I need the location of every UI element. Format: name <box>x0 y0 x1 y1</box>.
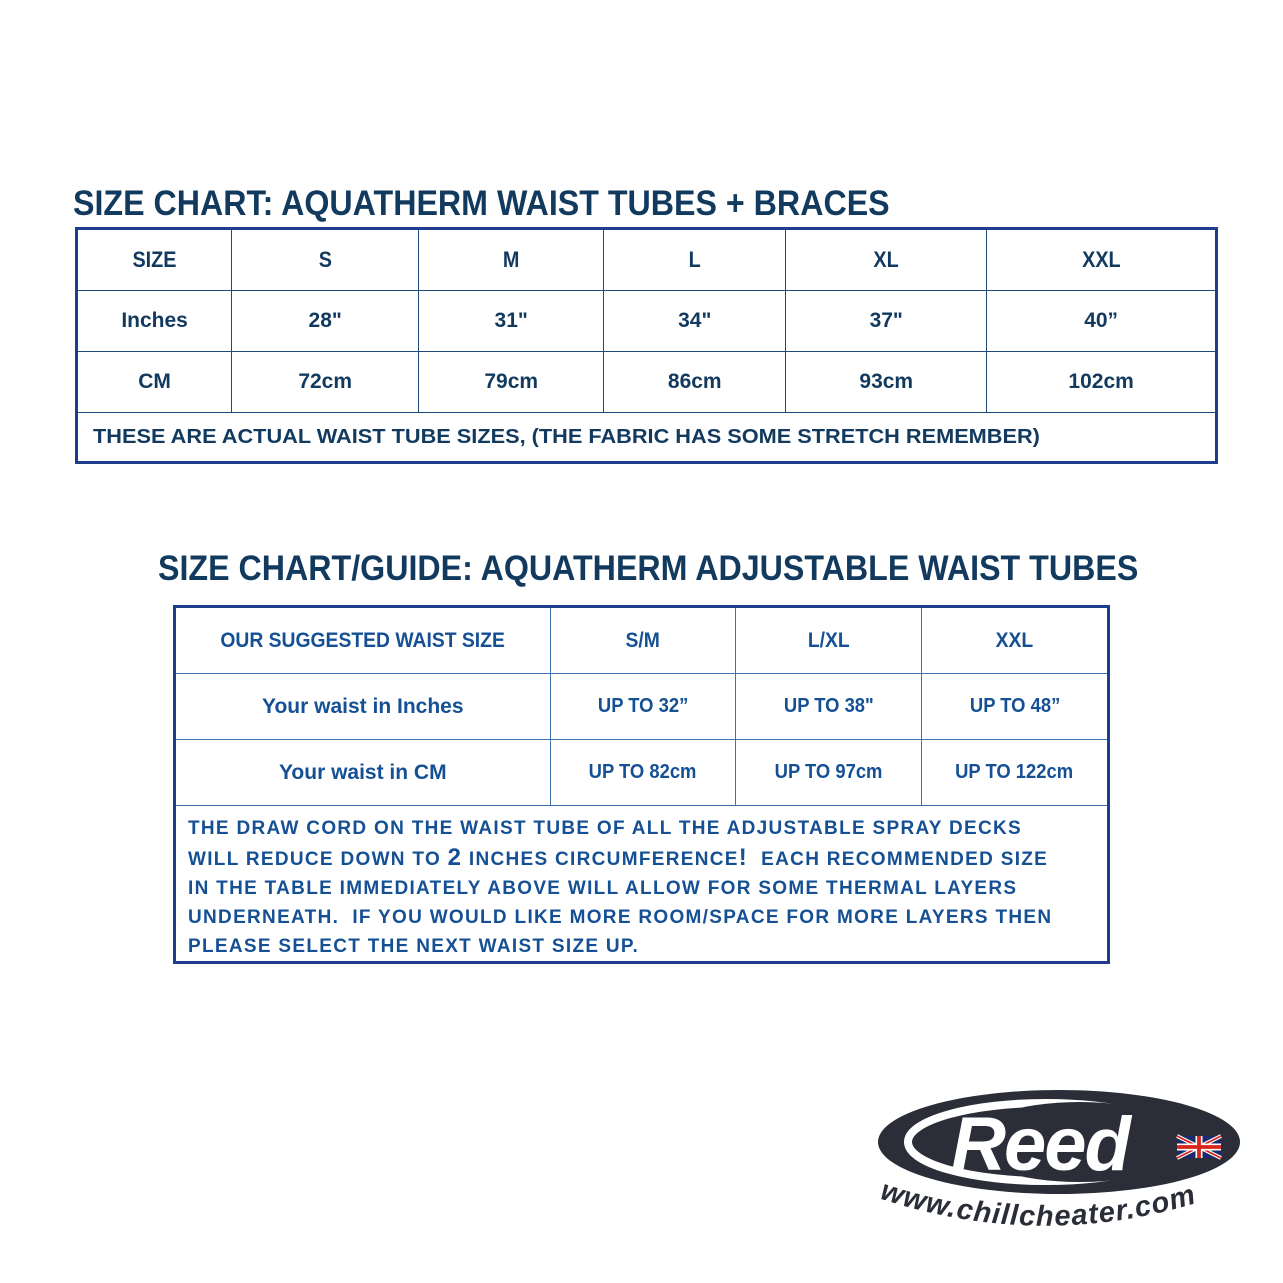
svg-text:Reed: Reed <box>951 1102 1132 1187</box>
